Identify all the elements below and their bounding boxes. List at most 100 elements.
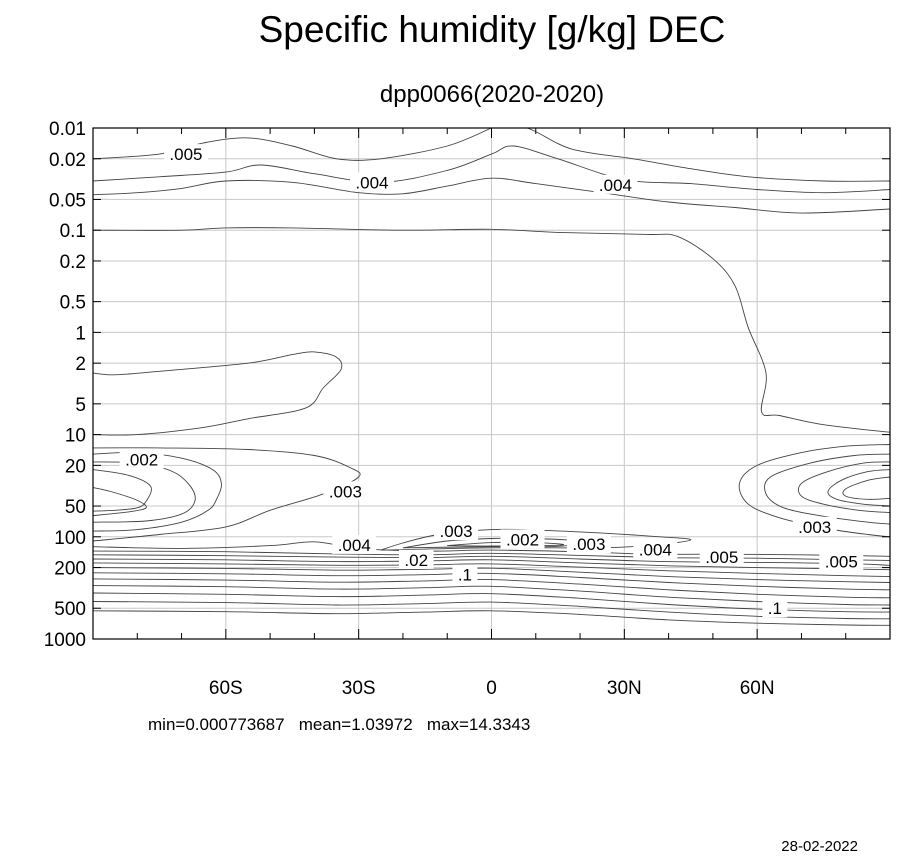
- contour-line: [93, 227, 890, 433]
- x-tick-label: 60S: [209, 678, 243, 699]
- y-tick-label: 50: [65, 497, 86, 518]
- contour-line: [842, 476, 890, 500]
- contour-label-bg: [699, 546, 744, 566]
- contour-line: [827, 469, 890, 507]
- y-tick-label: 20: [65, 456, 86, 477]
- y-tick-label: 0.1: [60, 221, 86, 242]
- contour-label: .003: [566, 534, 611, 554]
- contour-label: .02: [398, 549, 434, 570]
- y-tick-label: 2: [75, 354, 86, 375]
- x-tick-labels: 60S 30S 0 30N 60N: [209, 678, 775, 699]
- contour-line: [93, 554, 890, 566]
- contour-label: .003: [434, 521, 479, 541]
- contour-label: .004: [633, 539, 678, 559]
- stats-line: min=0.000773687 mean=1.03972 max=14.3343: [148, 715, 530, 734]
- contour-line: [93, 145, 890, 194]
- contour-label-text: .004: [338, 536, 371, 555]
- contour-label-bg: [819, 551, 864, 571]
- contour-label-text: .002: [125, 450, 158, 469]
- y-tick-label: 100: [54, 528, 86, 549]
- contour-label-bg: [762, 598, 788, 618]
- contour-label: .004: [593, 174, 638, 195]
- chart-subtitle: dpp0066(2020-2020): [380, 81, 604, 108]
- contour-label: .004: [332, 534, 377, 555]
- x-tick-label: 30N: [607, 678, 642, 699]
- contour-label-text: .004: [355, 173, 388, 192]
- contour-line: [93, 469, 152, 512]
- contour-label-bg: [332, 534, 377, 554]
- contour-label: .004: [349, 172, 394, 192]
- date-stamp: 28-02-2022: [781, 838, 858, 855]
- contour-line: [764, 453, 890, 525]
- contour-label: .1: [762, 598, 788, 618]
- contour-label-text: .003: [798, 518, 831, 537]
- contour-label-bg: [323, 481, 368, 501]
- contour-label-bg: [452, 564, 478, 584]
- contour-label-text: .005: [169, 145, 202, 164]
- contour-line: [93, 550, 890, 561]
- contour-line: [93, 177, 890, 214]
- contour-label-bg: [566, 534, 611, 554]
- y-tick-label: 0.2: [60, 252, 86, 273]
- contour-label-bg: [500, 529, 545, 549]
- x-tick-label: 0: [486, 678, 497, 699]
- contour-line: [93, 562, 890, 578]
- contour-line: [93, 567, 890, 583]
- contour-label: .002: [119, 449, 164, 469]
- contour-line: [93, 578, 890, 599]
- y-tick-label: 0.5: [60, 293, 86, 314]
- contour-line: [93, 128, 492, 161]
- contour-label: .005: [163, 144, 208, 164]
- contour-label-text: .1: [768, 599, 782, 618]
- contour-line: [447, 541, 565, 547]
- contour-label-text: .005: [705, 548, 738, 567]
- contour-line: [93, 558, 890, 571]
- contour-label-text: .003: [572, 535, 605, 554]
- contour-label-text: .003: [440, 522, 473, 541]
- contour-label-bg: [349, 172, 394, 192]
- contour-line: [738, 444, 890, 538]
- contour-label-bg: [792, 516, 837, 536]
- contour-label: .003: [792, 516, 837, 537]
- contour-label-text: .02: [404, 551, 428, 570]
- contour-label-text: .003: [329, 482, 362, 501]
- contour-line: [93, 447, 361, 542]
- x-tick-label: 30S: [342, 678, 376, 699]
- contour-line: [93, 487, 147, 517]
- y-tick-label: 200: [54, 559, 86, 580]
- contour-label-text: .1: [458, 566, 472, 585]
- y-tick-labels: 0.01 0.02 0.05 0.1 0.2 0.5 1 2 5 10 20 50 100 200 500 1…: [44, 119, 86, 651]
- y-tick-label: 0.05: [49, 190, 86, 211]
- contour-label: .005: [699, 546, 744, 567]
- y-tick-label: 1: [75, 323, 86, 344]
- contour-label-bg: [119, 449, 164, 469]
- contour-label-bg: [434, 521, 479, 541]
- contour-label-bg: [593, 174, 638, 194]
- axis-ticks: [92, 127, 891, 640]
- contour-label: .002: [500, 529, 545, 549]
- contour-label: .003: [323, 481, 368, 501]
- contour-label-bg: [633, 539, 678, 559]
- contour-label-text: .004: [639, 540, 672, 559]
- contour-line: [524, 128, 890, 182]
- x-tick-label: 60N: [740, 678, 775, 699]
- contour-label-text: .004: [599, 176, 632, 195]
- contour-label-bg: [398, 549, 434, 569]
- contour-label: .1: [452, 564, 478, 585]
- contour-line: [93, 572, 890, 591]
- contour-label: .005: [819, 551, 864, 572]
- contour-label-bg: [163, 144, 208, 164]
- contour-label-text: .002: [506, 530, 539, 549]
- y-tick-label: 1000: [44, 630, 86, 651]
- contour-line: [93, 610, 890, 626]
- contour-labels: .005 .004 .004 .002 .003 .003 .002 .003 .004 .004…: [119, 144, 864, 618]
- y-tick-label: 0.01: [49, 119, 86, 140]
- contour-line: [797, 461, 890, 514]
- chart-title: Specific humidity [g/kg] DEC: [259, 9, 726, 50]
- contour-line: [93, 351, 343, 436]
- y-tick-label: 5: [75, 395, 86, 416]
- y-tick-label: 0.02: [49, 150, 86, 171]
- y-tick-label: 500: [54, 599, 86, 620]
- y-tick-label: 10: [65, 426, 86, 447]
